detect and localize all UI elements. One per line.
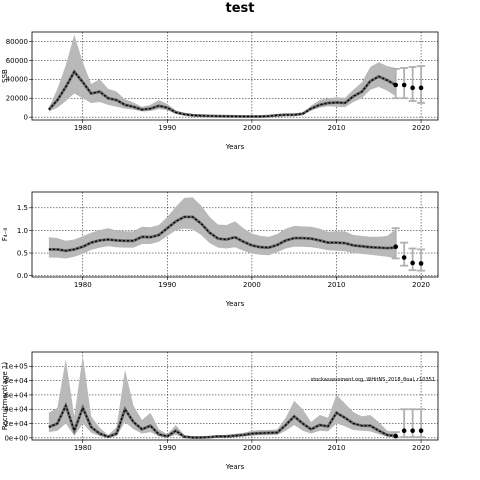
fishing-mortality-panel: 1980 1990 2000 2010 2020 0.0 0.5 1.0 1.5 Years F₄₋… <box>1 191 439 308</box>
y-tick-label: 0e+00 <box>4 434 28 442</box>
x-tick-label: 2000 <box>243 444 261 452</box>
x-axis-label: Years <box>225 300 245 308</box>
projection-point <box>418 85 424 91</box>
x-axis-label: Years <box>225 143 245 151</box>
x-tick-label: 2010 <box>328 281 346 289</box>
y-tick-label: 40000 <box>6 76 28 84</box>
x-axis-label: Years <box>225 463 245 471</box>
y-axis-label: SSB <box>1 69 9 83</box>
estimate-line <box>48 215 396 253</box>
confidence-band <box>48 355 396 438</box>
y-tick-label: 6e+04 <box>4 391 28 399</box>
x-tick-label: 2020 <box>412 281 430 289</box>
y-axis-label: Recruitment(age 1) <box>1 362 9 430</box>
x-tick-label: 2000 <box>243 124 261 132</box>
ssb-panel: 1980 1990 2000 2010 2020 0 20000 40000 60000 8000… <box>1 31 439 151</box>
y-tick-label: 0 <box>24 114 28 122</box>
projection-point <box>418 261 424 266</box>
x-tick-label: 2020 <box>412 124 430 132</box>
projection-point <box>401 82 407 88</box>
x-tick-label: 2020 <box>412 444 430 452</box>
x-tick-label: 2000 <box>243 281 261 289</box>
projection-point <box>410 428 415 433</box>
projection-point <box>401 255 407 260</box>
confidence-band <box>48 34 396 117</box>
x-tick-label: 1990 <box>158 444 176 452</box>
projection-point <box>410 260 415 266</box>
y-tick-label: 60000 <box>6 57 28 65</box>
x-tick-label: 2010 <box>328 124 346 132</box>
x-tick-label: 1990 <box>158 124 176 132</box>
x-tick-label: 1980 <box>74 444 92 452</box>
projection-point <box>393 244 399 250</box>
y-axis-label: F₄₋₈ <box>1 228 9 242</box>
estimate-line <box>48 401 396 439</box>
x-tick-label: 1980 <box>74 281 92 289</box>
y-tick-label: 1.0 <box>17 227 28 235</box>
annotation-text: stockassessment.org, WHitNS_2018_final, … <box>311 377 435 383</box>
plot-frame <box>31 351 439 441</box>
estimate-dashed-line <box>48 70 397 118</box>
y-tick-label: 0.5 <box>17 249 28 257</box>
figure-title: test <box>226 1 255 16</box>
y-tick-label: 1.5 <box>17 204 28 212</box>
plot-frame <box>31 191 439 278</box>
projection-point <box>393 82 399 88</box>
x-tick-label: 1980 <box>74 124 92 132</box>
y-tick-label: 4e+04 <box>4 406 28 414</box>
projection-point <box>393 433 399 439</box>
projection-point <box>401 428 407 433</box>
plot-frame <box>31 31 439 121</box>
y-tick-label: 1e+05 <box>4 363 28 371</box>
x-tick-label: 1990 <box>158 281 176 289</box>
x-tick-label: 2010 <box>328 444 346 452</box>
y-tick-label: 80000 <box>6 38 28 46</box>
projection-point <box>418 428 424 433</box>
y-tick-label: 8e+04 <box>4 377 28 385</box>
recruitment-panel: 1980 1990 2000 2010 2020 0e+00 2e+04 4e+04 6e+04… <box>1 351 439 471</box>
y-tick-label: 0.0 <box>17 272 28 280</box>
confidence-band <box>48 197 396 259</box>
y-tick-label: 2e+04 <box>4 420 28 428</box>
estimate-line <box>47 69 397 118</box>
y-tick-label: 20000 <box>6 95 28 103</box>
projection-point <box>410 85 415 91</box>
